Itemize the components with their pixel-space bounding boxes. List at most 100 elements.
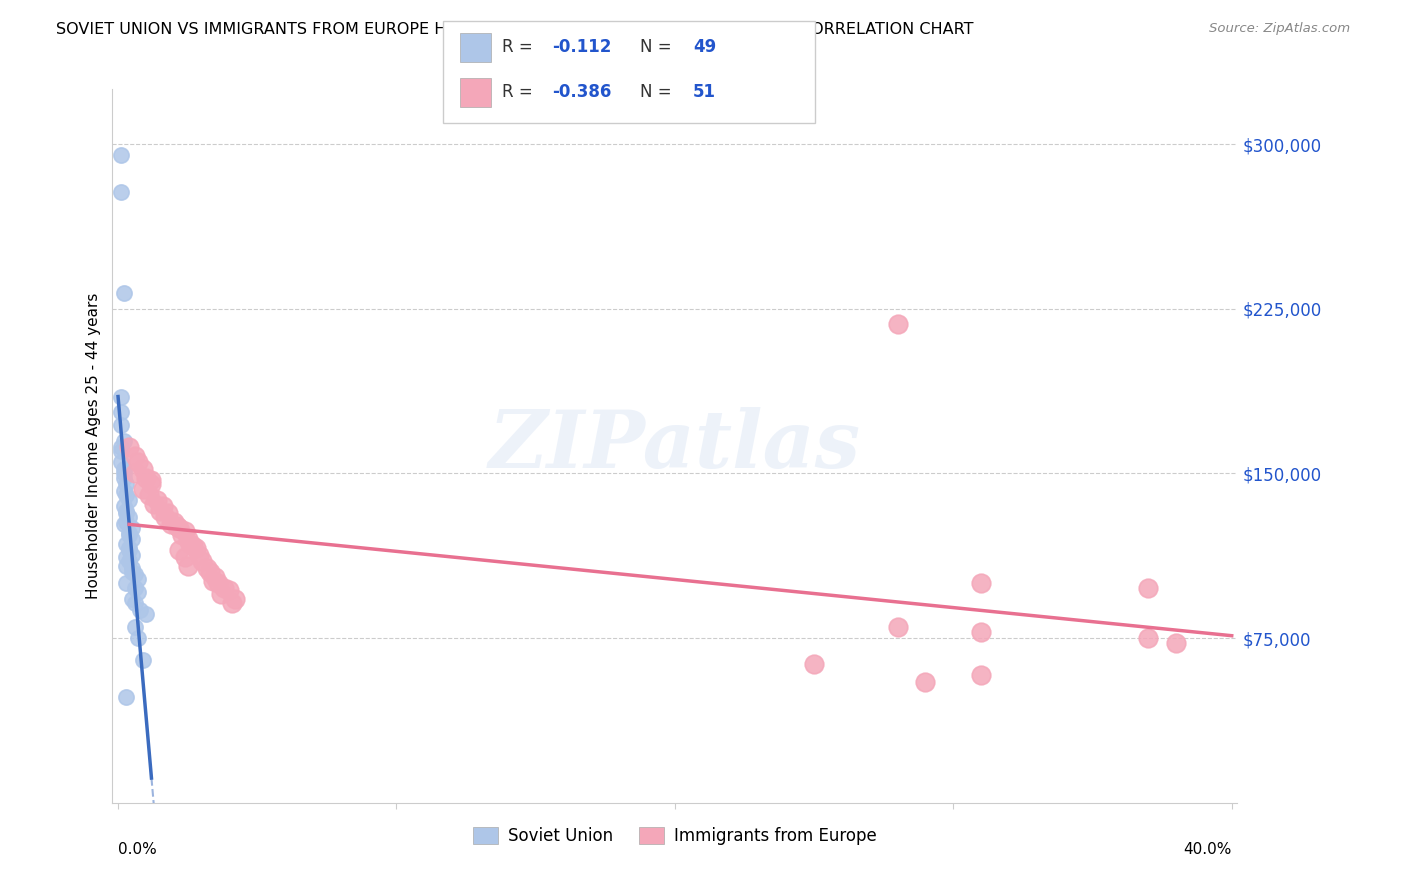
- Point: [110, 148, 132, 162]
- Point: [110, 440, 132, 454]
- Point: [132, 653, 155, 667]
- Point: [207, 576, 229, 591]
- Point: [914, 675, 936, 690]
- Point: [172, 528, 194, 542]
- Point: [149, 504, 172, 518]
- Point: [110, 418, 132, 433]
- Point: [184, 541, 207, 555]
- Point: [135, 471, 157, 485]
- Point: [135, 607, 157, 621]
- Point: [212, 581, 235, 595]
- Point: [124, 567, 146, 582]
- Text: Source: ZipAtlas.com: Source: ZipAtlas.com: [1209, 22, 1350, 36]
- Point: [115, 576, 138, 591]
- Point: [157, 506, 180, 520]
- Point: [204, 569, 226, 583]
- Point: [970, 576, 993, 591]
- Point: [218, 582, 240, 597]
- Point: [115, 549, 138, 564]
- Point: [124, 620, 146, 634]
- Point: [201, 574, 224, 588]
- Point: [112, 286, 135, 301]
- Point: [160, 516, 183, 531]
- Point: [187, 548, 209, 562]
- Point: [121, 591, 143, 606]
- Point: [121, 521, 143, 535]
- Point: [132, 462, 155, 476]
- Point: [1137, 581, 1160, 595]
- Point: [127, 572, 149, 586]
- Point: [112, 483, 135, 498]
- Point: [169, 521, 191, 535]
- Point: [970, 668, 993, 682]
- Text: R =: R =: [502, 38, 543, 56]
- Point: [143, 497, 166, 511]
- Point: [115, 515, 138, 529]
- Legend: Soviet Union, Immigrants from Europe: Soviet Union, Immigrants from Europe: [467, 820, 883, 852]
- Point: [112, 516, 135, 531]
- Point: [970, 624, 993, 639]
- Point: [886, 317, 908, 331]
- Point: [112, 471, 135, 485]
- Point: [190, 554, 212, 568]
- Point: [155, 510, 177, 524]
- Point: [169, 543, 191, 558]
- Text: N =: N =: [640, 38, 671, 56]
- Point: [181, 539, 204, 553]
- Point: [115, 504, 138, 518]
- Y-axis label: Householder Income Ages 25 - 44 years: Householder Income Ages 25 - 44 years: [86, 293, 101, 599]
- Point: [121, 533, 143, 547]
- Point: [176, 533, 198, 547]
- Point: [121, 566, 143, 580]
- Point: [129, 602, 152, 616]
- Point: [173, 549, 195, 564]
- Point: [173, 524, 195, 538]
- Point: [112, 500, 135, 514]
- Text: -0.386: -0.386: [553, 83, 612, 101]
- Point: [110, 444, 132, 458]
- Point: [124, 596, 146, 610]
- Point: [110, 390, 132, 404]
- Point: [124, 581, 146, 595]
- Point: [110, 186, 132, 200]
- Point: [803, 657, 825, 672]
- Point: [886, 620, 908, 634]
- Point: [115, 537, 138, 551]
- Point: [118, 440, 141, 454]
- Point: [118, 510, 141, 524]
- Text: 40.0%: 40.0%: [1184, 842, 1232, 857]
- Point: [118, 541, 141, 555]
- Point: [118, 554, 141, 568]
- Point: [110, 405, 132, 419]
- Point: [115, 506, 138, 520]
- Point: [179, 537, 201, 551]
- Point: [152, 500, 174, 514]
- Point: [112, 434, 135, 448]
- Point: [115, 477, 138, 491]
- Point: [121, 548, 143, 562]
- Point: [138, 488, 160, 502]
- Text: 49: 49: [693, 38, 717, 56]
- Point: [118, 525, 141, 540]
- Point: [1164, 635, 1187, 649]
- Point: [124, 449, 146, 463]
- Point: [121, 561, 143, 575]
- Point: [118, 543, 141, 558]
- Point: [209, 587, 232, 601]
- Text: ZIPatlas: ZIPatlas: [489, 408, 860, 484]
- Point: [124, 467, 146, 481]
- Point: [141, 477, 163, 491]
- Point: [118, 492, 141, 507]
- Point: [224, 591, 246, 606]
- Point: [195, 561, 218, 575]
- Point: [198, 566, 221, 580]
- Point: [141, 473, 163, 487]
- Point: [127, 455, 149, 469]
- Point: [118, 528, 141, 542]
- Point: [163, 515, 186, 529]
- Point: [112, 462, 135, 476]
- Point: [221, 596, 243, 610]
- Point: [127, 631, 149, 645]
- Text: SOVIET UNION VS IMMIGRANTS FROM EUROPE HOUSEHOLDER INCOME AGES 25 - 44 YEARS COR: SOVIET UNION VS IMMIGRANTS FROM EUROPE H…: [56, 22, 974, 37]
- Text: 51: 51: [693, 83, 716, 101]
